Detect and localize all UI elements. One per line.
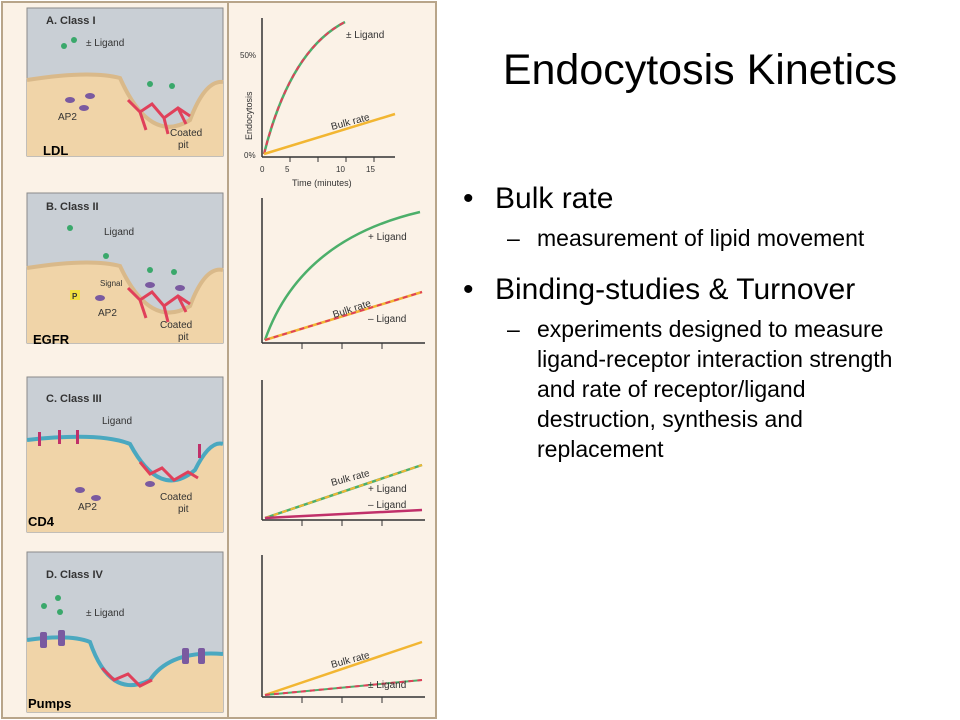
panel-b-diagram: B. Class II Ligand Signal AP2 P Coated p… — [26, 192, 224, 347]
panel-a-y-top: 50% — [240, 51, 256, 60]
panel-a-xtick-5: 5 — [285, 165, 290, 174]
panel-a-pit-label: pit — [178, 140, 189, 151]
panel-a-ligand-curve-dash — [263, 21, 346, 155]
sub-bullet-lipid-text: measurement of lipid movement — [537, 225, 865, 251]
panel-a-coated-label: Coated — [170, 128, 202, 139]
panel-c-diagram: C. Class III Ligand AP2 Coated pit CD4 — [26, 376, 224, 533]
panel-a-xtick-10: 10 — [336, 165, 345, 174]
panel-c-heading: C. Class III — [46, 393, 102, 405]
dash-icon: – — [507, 316, 520, 342]
panel-c-clathrin — [138, 461, 199, 482]
bullet-dot-icon: • — [463, 182, 474, 215]
panel-d-diagram: D. Class IV ± Ligand Pumps — [26, 551, 224, 713]
panel-b-phosphate-label: P — [72, 292, 78, 301]
panel-b-membrane — [26, 260, 224, 315]
panel-a-ap2-label: AP2 — [58, 112, 77, 123]
panel-a-receptor-label: LDL — [43, 143, 68, 158]
panel-b-plus-ligand-curve — [263, 210, 421, 341]
panel-c-receptor-label: CD4 — [28, 514, 55, 529]
panel-d-heading: D. Class IV — [46, 569, 104, 581]
panel-d-ligand-line — [264, 679, 423, 696]
panel-a-clathrin — [126, 98, 191, 135]
panel-d-ligand-icons — [41, 595, 63, 615]
panel-a-bulk-line — [263, 112, 396, 156]
panel-a-ligand-icons — [61, 37, 175, 89]
bullet-bulk-rate-text: Bulk rate — [495, 182, 614, 215]
panel-d-receptor-label: Pumps — [28, 696, 71, 711]
panel-c-receptor-icons — [38, 430, 201, 458]
panel-d-ligand-text: ± Ligand — [368, 680, 406, 691]
panel-c-pit-label: pit — [178, 504, 189, 515]
panel-a-xtick-15: 15 — [366, 165, 375, 174]
panel-a-ligand-label: ± Ligand — [86, 38, 124, 49]
panel-c-plus-ligand-text: + Ligand — [368, 484, 407, 495]
panel-a-diagram: A. Class I ± Ligand AP2 Coated pit LDL — [26, 7, 224, 158]
panel-a-cytoplasm — [27, 74, 223, 156]
panel-d-bulk-line — [264, 640, 423, 697]
dash-icon: – — [507, 225, 520, 251]
panel-b-ap2-label: AP2 — [98, 308, 117, 319]
panel-c-minus-ligand-text: – Ligand — [368, 500, 406, 511]
panel-d-pump-icons — [40, 630, 205, 664]
panel-b-signal-label: Signal — [100, 279, 122, 288]
panel-a-xtick-0: 0 — [260, 165, 265, 174]
panel-b-ligand-label: Ligand — [104, 227, 134, 238]
panel-b-ligand-icons — [67, 225, 177, 275]
panel-a-ap2-icons — [65, 93, 95, 111]
bullet-binding-studies: • Binding-studies & Turnover — [455, 271, 925, 308]
panel-d-ligand-label: ± Ligand — [86, 608, 124, 619]
panel-a-ligand-text: ± Ligand — [346, 30, 384, 41]
panel-a-x-label: Time (minutes) — [292, 178, 352, 188]
bullet-binding-studies-text: Binding-studies & Turnover — [495, 273, 856, 306]
panel-d-membrane — [26, 635, 224, 687]
panel-b-ap2-icons — [95, 282, 185, 301]
panel-a-heading: A. Class I — [46, 15, 96, 27]
panel-c-cytoplasm — [27, 436, 223, 532]
panel-c-ligand-label: Ligand — [102, 416, 132, 427]
sub-bullet-lipid: – measurement of lipid movement — [455, 223, 925, 253]
panel-b-minus-ligand-line — [264, 291, 423, 341]
bullet-list: • Bulk rate – measurement of lipid movem… — [455, 180, 925, 476]
panel-b-minus-ligand-text: – Ligand — [368, 314, 406, 325]
endocytosis-figure: A. Class I ± Ligand AP2 Coated pit LDL 5… — [1, 1, 437, 719]
panel-b-coated-label: Coated — [160, 320, 192, 331]
panel-b-plus-ligand-text: + Ligand — [368, 232, 407, 243]
panel-a-y-label: Endocytosis — [244, 91, 254, 140]
panel-b-heading: B. Class II — [46, 201, 99, 213]
panel-c-ap2-icons — [75, 481, 155, 501]
panel-b-phosphate-icon — [70, 290, 80, 300]
panel-c-ap2-label: AP2 — [78, 502, 97, 513]
panel-c-bulk-line — [264, 464, 423, 519]
panel-b-pit-label: pit — [178, 332, 189, 343]
bullet-dot-icon: • — [463, 273, 474, 306]
slide-title: Endocytosis Kinetics — [502, 46, 898, 94]
panel-b-clathrin — [126, 286, 191, 323]
panel-b-receptor-label: EGFR — [33, 332, 70, 347]
bullet-bulk-rate: • Bulk rate — [455, 180, 925, 217]
panel-a-y-bottom: 0% — [244, 151, 256, 160]
panel-b-cytoplasm — [27, 262, 223, 343]
panel-d-cytoplasm — [27, 637, 223, 712]
sub-bullet-experiments: – experiments designed to measure ligand… — [455, 314, 925, 464]
panel-a-membrane — [26, 72, 224, 129]
panel-d-clathrin — [100, 666, 153, 688]
panel-c-minus-ligand-line — [264, 508, 423, 520]
sub-bullet-experiments-text: experiments designed to measure ligand-r… — [537, 316, 893, 462]
panel-c-coated-label: Coated — [160, 492, 192, 503]
